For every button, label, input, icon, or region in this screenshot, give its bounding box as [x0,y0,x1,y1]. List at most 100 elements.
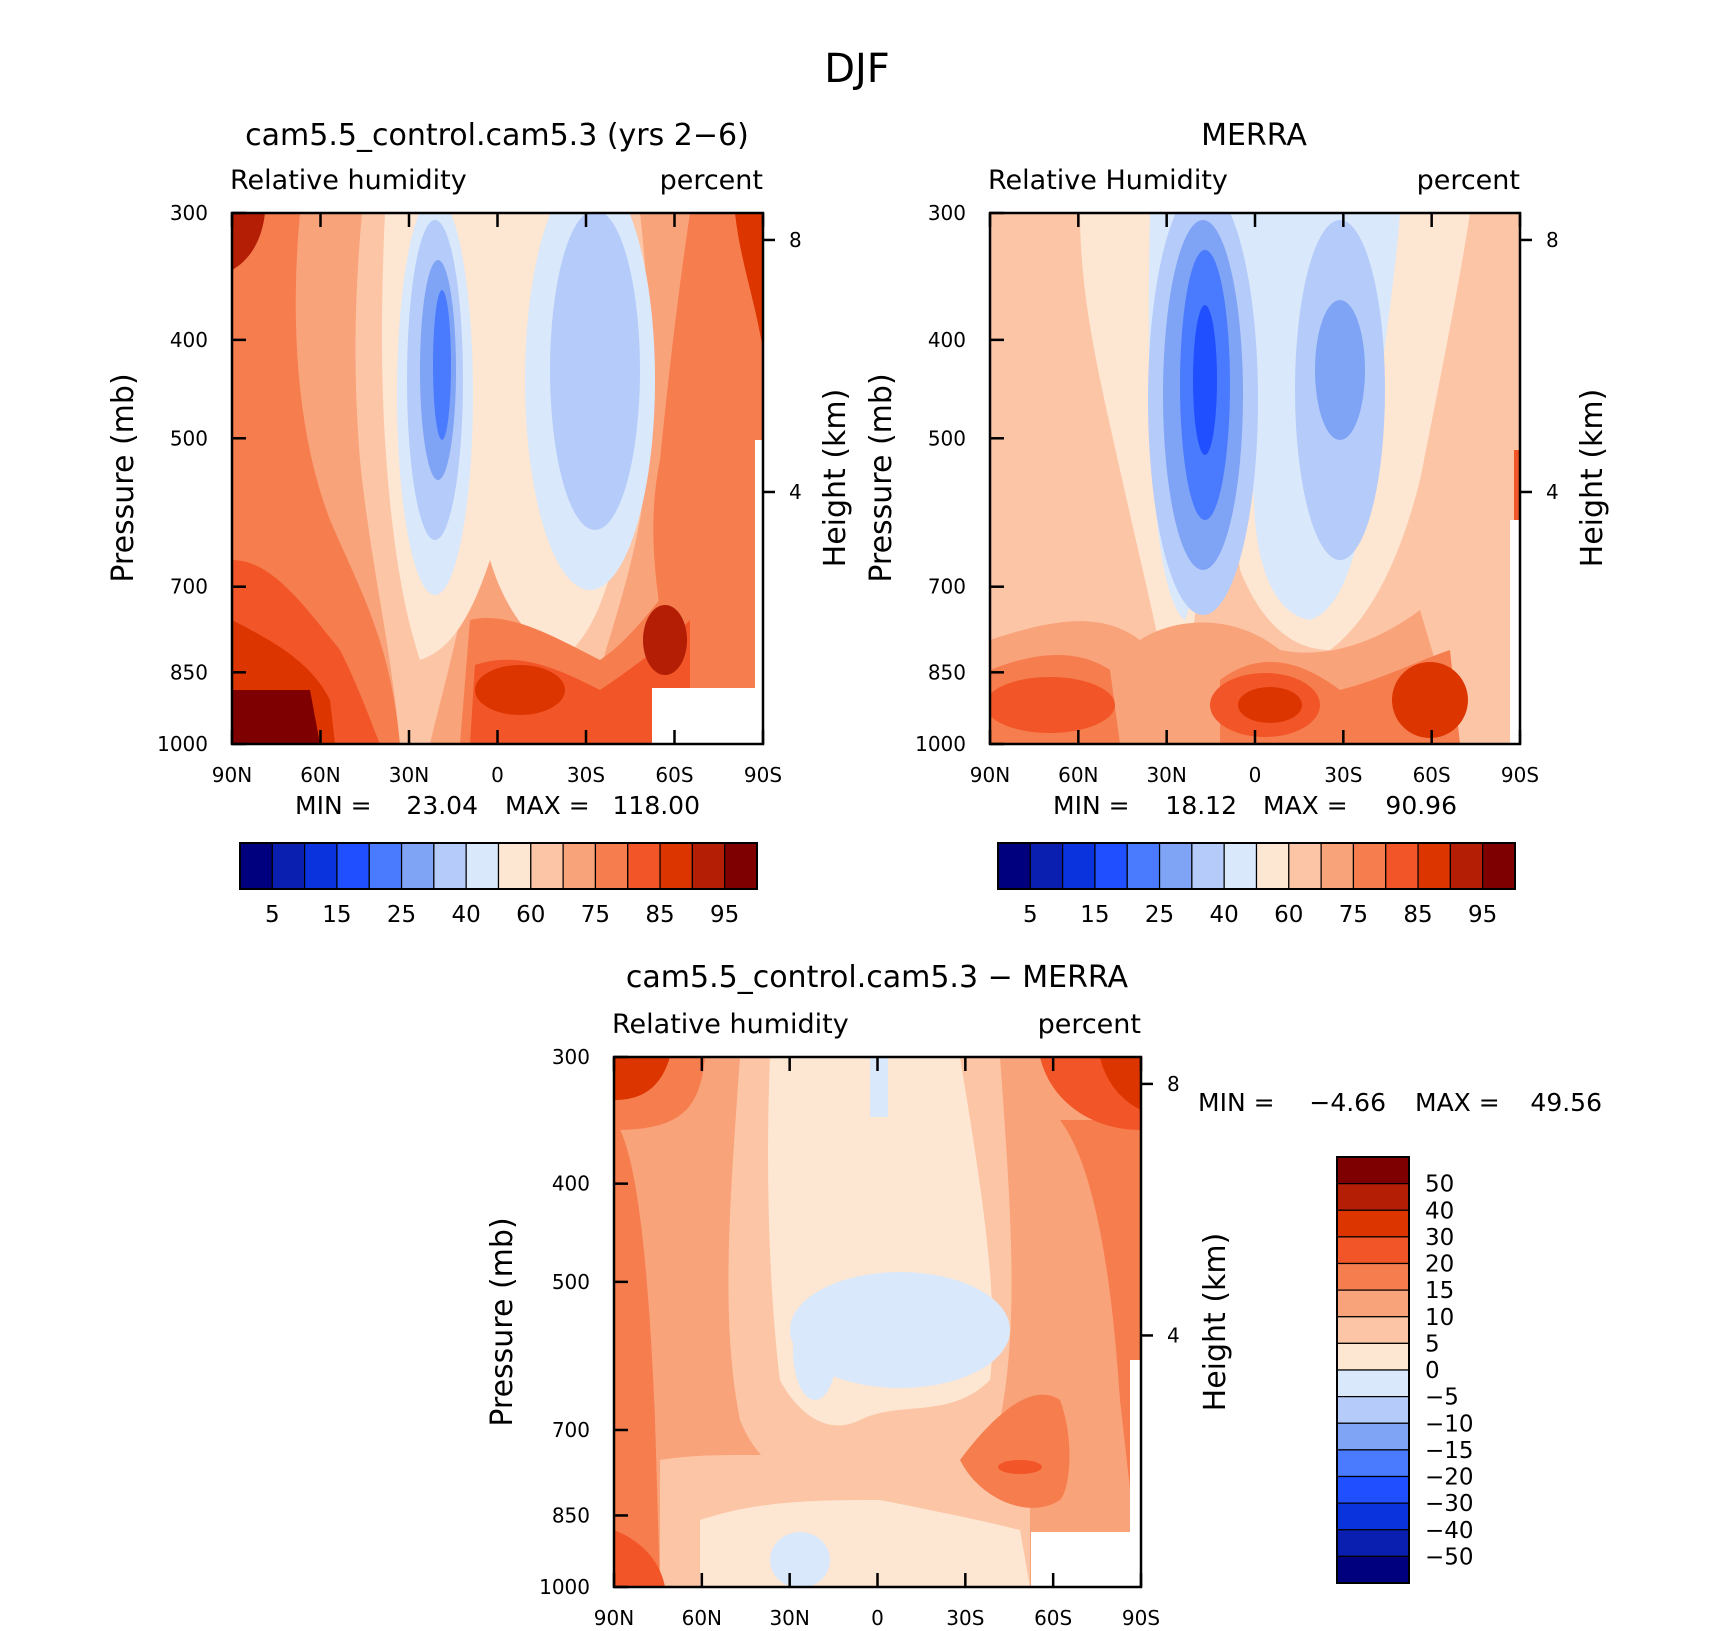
colorbar-label: 60 [1274,902,1303,928]
panel-model-max-value: 118.00 [613,791,700,820]
panel-obs-contours [990,213,1520,744]
panel-obs-y-axis: 300 400 500 700 850 1000 [915,201,1004,756]
panel-model-title: cam5.5_control.cam5.3 (yrs 2−6) [245,118,749,153]
colorbar-swatch [1158,842,1193,890]
colorbar-swatch [1449,842,1484,890]
colorbar-swatch [1482,842,1516,890]
colorbar-label: −40 [1425,1518,1474,1544]
colorbar-swatch [691,842,726,890]
x-tick-label: 60S [1034,1606,1072,1630]
y-right-tick-label: 4 [789,480,802,504]
panel-obs-stats: MIN = 18.12 MAX = 90.96 [1053,791,1457,820]
model-field-dry-s-2 [550,213,640,530]
obs-field-dry-s-2 [1315,300,1365,440]
colorbar-label: 15 [1425,1278,1454,1304]
panel-obs-units-label: percent [1417,165,1520,196]
colorbar-swatch [271,842,306,890]
colorbar-label: −30 [1425,1491,1474,1517]
colorbar-label: −20 [1425,1465,1474,1491]
colorbar-swatch [1336,1209,1410,1238]
colorbar-swatch [1336,1316,1410,1344]
panel-diff-units-label: percent [1038,1009,1141,1040]
model-field-sh-upper [735,213,763,350]
colorbar-label: 50 [1425,1172,1454,1198]
colorbar-swatch [1336,1529,1410,1557]
colorbar-swatch [1336,1396,1410,1424]
colorbar-swatch [627,842,661,890]
y-tick-label: 500 [552,1270,590,1294]
y-right-tick-label: 4 [1546,480,1559,504]
y-tick-label: 700 [552,1418,590,1442]
colorbar-label: −10 [1425,1411,1474,1437]
colorbar-label: 95 [710,902,739,928]
model-field-missing-surface [652,688,763,744]
x-tick-label: 30S [1324,763,1362,787]
colorbar-label: 0 [1425,1358,1440,1384]
colorbar-swatch [1336,1289,1410,1318]
panel-model-x-axis: 90N 60N 30N 0 30S 60S 90S [212,213,782,787]
colorbar-label: 85 [1403,902,1432,928]
colorbar-label: 25 [1145,902,1174,928]
diff-field-sh-pos [960,1394,1070,1508]
diff-field-nh-band [614,1120,660,1587]
colorbar-label: 20 [1425,1252,1454,1278]
colorbar-frame [997,842,1516,890]
colorbar-label: −50 [1425,1544,1474,1570]
panel-obs-y-axis-right-label: Height (km) [1575,389,1610,568]
panel-model-variable-label: Relative humidity [230,165,467,196]
panel-model-y-axis-right-label: Height (km) [818,389,853,568]
x-tick-label: 60N [300,763,340,787]
panel-diff-y-axis-right-label: Height (km) [1198,1233,1233,1412]
colorbar-swatch [1336,1422,1410,1451]
y-tick-label: 700 [928,575,966,599]
colorbar-swatch [1029,842,1064,890]
y-tick-label: 1000 [157,732,208,756]
colorbar-swatch [1062,842,1096,890]
diff-field-missing-edge [1130,1360,1141,1532]
colorbar-swatch [1336,1236,1410,1265]
colorbar-label: 75 [1339,902,1368,928]
colorbar-swatch [530,842,564,890]
y-right-tick-label: 8 [789,228,802,252]
x-tick-label: 90N [970,763,1010,787]
y-tick-label: 300 [552,1045,590,1069]
figure-title: DJF [824,46,890,92]
x-tick-label: 30S [946,1606,984,1630]
y-tick-label: 400 [928,328,966,352]
panel-model-y-axis-label: Pressure (mb) [106,373,141,582]
model-field-sh-core [643,605,687,675]
panel-model-max-label: MAX = [505,791,590,820]
obs-field-dry-n-4 [1193,305,1217,455]
colorbar-swatch [1336,1156,1410,1185]
colorbar-swatch [1336,1262,1410,1291]
x-tick-label: 30S [567,763,605,787]
x-tick-label: 60N [682,1606,722,1630]
panel-diff-min-value: −4.66 [1309,1088,1386,1117]
y-tick-label: 400 [552,1172,590,1196]
x-tick-label: 90N [212,763,252,787]
colorbar-label: 5 [1023,902,1038,928]
x-tick-label: 90S [1501,763,1539,787]
y-tick-label: 700 [170,575,208,599]
colorbar-swatch [1352,842,1387,890]
colorbar-swatch [562,842,597,890]
colorbar-swatch [304,842,338,890]
colorbar-label: 5 [265,902,280,928]
x-tick-label: 30N [389,763,429,787]
colorbar-swatch [1385,842,1419,890]
colorbar-swatch [400,842,435,890]
colorbar-swatch [1094,842,1128,890]
colorbar-swatch [1336,1369,1410,1398]
colorbar-label: 10 [1425,1305,1454,1331]
panel-diff-max-label: MAX = [1415,1088,1500,1117]
x-tick-label: 60S [655,763,693,787]
panel-model-units-label: percent [660,165,763,196]
obs-field-missing-edge [1510,520,1520,744]
diff-field-nh-surface [614,1530,665,1587]
panel-obs-x-axis: 90N 60N 30N 0 30S 60S 90S [970,213,1539,787]
y-tick-label: 850 [928,660,966,684]
diff-field-sh-band [1060,1120,1141,1587]
colorbar-swatch [368,842,403,890]
colorbar-swatch [1336,1183,1410,1211]
colorbar-swatch [997,842,1031,890]
